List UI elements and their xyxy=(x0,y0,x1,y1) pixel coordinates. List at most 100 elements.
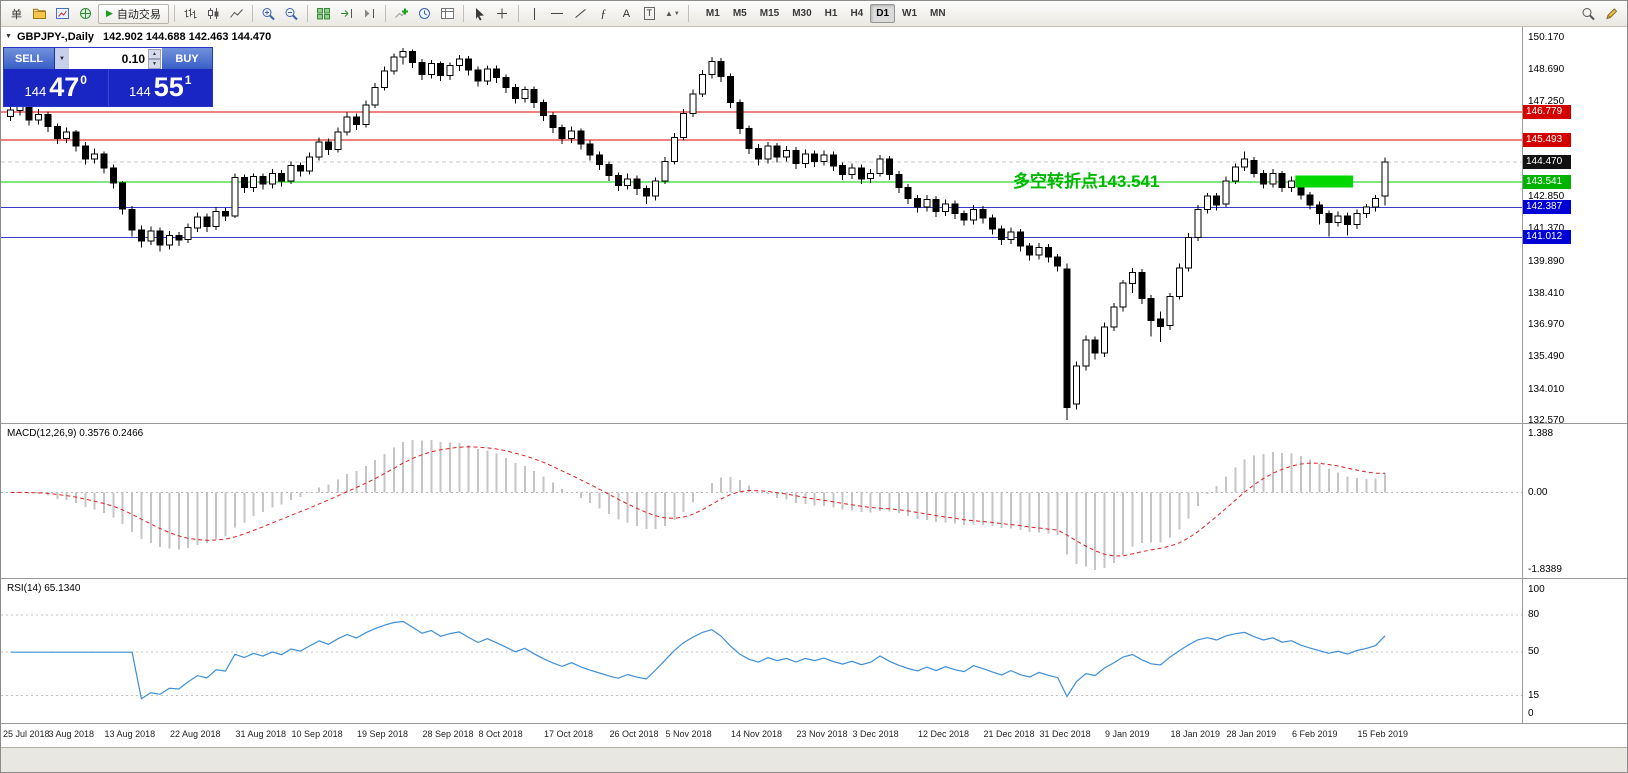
rsi-axis-label: 50 xyxy=(1528,646,1540,658)
date-label: 12 Dec 2018 xyxy=(918,729,970,739)
highlight-rectangle[interactable] xyxy=(1295,175,1354,188)
price-tag-144.470[interactable]: 144.470 xyxy=(1523,155,1571,170)
zoom-in-icon[interactable] xyxy=(258,4,279,24)
symbol-period-label: GBPJPY-,Daily xyxy=(17,31,95,43)
date-label: 25 Jul 2018 xyxy=(3,729,50,739)
shapes-icon[interactable]: ▲ ▼ xyxy=(662,4,683,24)
timeframe-d1-button[interactable]: D1 xyxy=(870,4,896,23)
label-glyph: T xyxy=(643,7,656,20)
crosshair-icon[interactable] xyxy=(492,4,513,24)
date-label: 19 Sep 2018 xyxy=(357,729,409,739)
toolbar-right-group xyxy=(1578,4,1622,24)
text-label-icon[interactable]: T xyxy=(639,4,660,24)
rsi-panel: RSI(14) 65.1340 100 80 50 15 0 xyxy=(1,578,1627,723)
price-tag-146.779[interactable]: 146.779 xyxy=(1523,104,1571,119)
rsi-line xyxy=(10,620,1386,700)
zoom-out-icon[interactable] xyxy=(281,4,302,24)
tile-windows-icon[interactable] xyxy=(313,4,334,24)
date-label: 6 Feb 2019 xyxy=(1292,729,1338,739)
text-icon[interactable]: A xyxy=(616,4,637,24)
profiles-icon[interactable] xyxy=(29,4,50,24)
horizontal-line-icon[interactable] xyxy=(547,4,568,24)
volume-value: 0.10 xyxy=(121,51,145,66)
templates-icon[interactable] xyxy=(437,4,458,24)
price-tag-145.493[interactable]: 145.493 xyxy=(1523,132,1571,147)
bid-pip: 0 xyxy=(80,72,87,87)
volume-input[interactable]: 0.10 ▲ ▼ xyxy=(69,48,162,69)
auto-scroll-icon[interactable] xyxy=(336,4,357,24)
volume-dropdown-button[interactable]: ▼ xyxy=(54,48,69,69)
price-axis-label: 135.490 xyxy=(1528,351,1565,363)
price-lines xyxy=(1,111,1522,238)
candlestick-chart-icon[interactable] xyxy=(203,4,224,24)
sell-button[interactable]: SELL xyxy=(4,48,54,69)
macd-label: MACD(12,26,9) 0.3576 0.2466 xyxy=(7,428,144,439)
macd-axis-label: 1.388 xyxy=(1528,428,1554,440)
timeframe-m15-button[interactable]: M15 xyxy=(759,8,780,19)
periods-icon[interactable] xyxy=(414,4,435,24)
date-axis[interactable]: 25 Jul 2018 3 Aug 2018 13 Aug 2018 22 Aug 2… xyxy=(1,723,1627,747)
timeframe-m30-button[interactable]: M30 xyxy=(792,8,812,19)
ask-price[interactable]: 144 55 1 xyxy=(109,69,213,106)
toolbar-separator xyxy=(462,5,464,22)
date-label: 9 Jan 2019 xyxy=(1105,729,1150,739)
timeframe-h1-button[interactable]: H1 xyxy=(824,8,838,19)
toolbar-separator xyxy=(687,5,689,22)
chevron-down-icon: ▼ xyxy=(673,10,680,17)
autotrading-button[interactable]: ▶ 自动交易 xyxy=(98,3,169,24)
buy-button[interactable]: BUY xyxy=(162,48,212,69)
timeframe-m1-button[interactable]: M1 xyxy=(705,8,720,19)
vertical-line-icon[interactable] xyxy=(524,4,545,24)
chart-title: GBPJPY-,Daily 142.902 144.688 142.463 14… xyxy=(17,31,271,43)
new-order-button[interactable]: 单 xyxy=(6,4,27,24)
price-axis-label: 138.410 xyxy=(1528,287,1565,299)
main-price-chart[interactable] xyxy=(1,27,1522,423)
date-label: 13 Aug 2018 xyxy=(104,729,156,739)
price-tag-143.541[interactable]: 143.541 xyxy=(1523,175,1571,190)
cursor-icon[interactable] xyxy=(469,4,490,24)
price-axis-label: 139.890 xyxy=(1528,255,1565,267)
line-chart-icon[interactable] xyxy=(226,4,247,24)
new-order-label: 单 xyxy=(11,8,22,21)
rsi-axis-label: 0 xyxy=(1528,708,1534,720)
rsi-axis-label: 100 xyxy=(1528,584,1545,595)
chart-shift-icon[interactable] xyxy=(359,4,380,24)
text-glyph: A xyxy=(622,7,631,20)
volume-down-button[interactable]: ▼ xyxy=(148,59,161,69)
date-label: 31 Aug 2018 xyxy=(235,729,286,739)
search-icon[interactable] xyxy=(1578,4,1599,24)
price-axis-label: 150.170 xyxy=(1528,32,1565,43)
macd-axis-label: 0.00 xyxy=(1528,486,1548,498)
price-divider xyxy=(107,69,109,106)
fibo-glyph: ƒ xyxy=(600,6,607,20)
price-axis-label: 141.370 xyxy=(1528,223,1565,235)
price-tag-142.387[interactable]: 142.387 xyxy=(1523,200,1571,215)
market-watch-icon[interactable] xyxy=(52,4,73,24)
ask-big: 55 xyxy=(153,72,184,102)
pivot-annotation[interactable]: 多空转折点143.541 xyxy=(1013,172,1160,191)
rsi-chart xyxy=(1,614,1522,700)
one-click-collapse-arrow[interactable]: ▼ xyxy=(5,33,12,40)
rsi-axis-label: 80 xyxy=(1528,608,1540,620)
timeframe-m5-button[interactable]: M5 xyxy=(732,8,747,19)
bid-big: 47 xyxy=(49,72,80,102)
fibonacci-icon[interactable]: ƒ xyxy=(593,4,614,24)
navigator-icon[interactable] xyxy=(75,4,96,24)
bid-price[interactable]: 144 47 0 xyxy=(4,69,108,106)
macd-signal-line xyxy=(10,446,1385,557)
timeframe-w1-button[interactable]: W1 xyxy=(902,8,918,19)
timeframe-mn-button[interactable]: MN xyxy=(930,8,946,19)
price-tag-141.012[interactable]: 141.012 xyxy=(1523,230,1571,245)
volume-up-button[interactable]: ▲ xyxy=(148,49,161,59)
toolbar-separator xyxy=(251,5,253,22)
trendline-icon[interactable] xyxy=(570,4,591,24)
timeframe-h4-button[interactable]: H4 xyxy=(850,8,864,19)
candlestick-series xyxy=(7,48,1389,420)
ask-pip: 1 xyxy=(184,72,192,87)
edit-icon[interactable] xyxy=(1601,4,1622,24)
macd-chart xyxy=(1,439,1522,570)
indicators-icon[interactable] xyxy=(391,4,412,24)
macd-histogram xyxy=(18,439,1386,570)
bar-chart-icon[interactable] xyxy=(180,4,201,24)
price-axis[interactable]: 150.170 148.690 147.250 142.850 141.370 139.8… xyxy=(1523,27,1627,426)
